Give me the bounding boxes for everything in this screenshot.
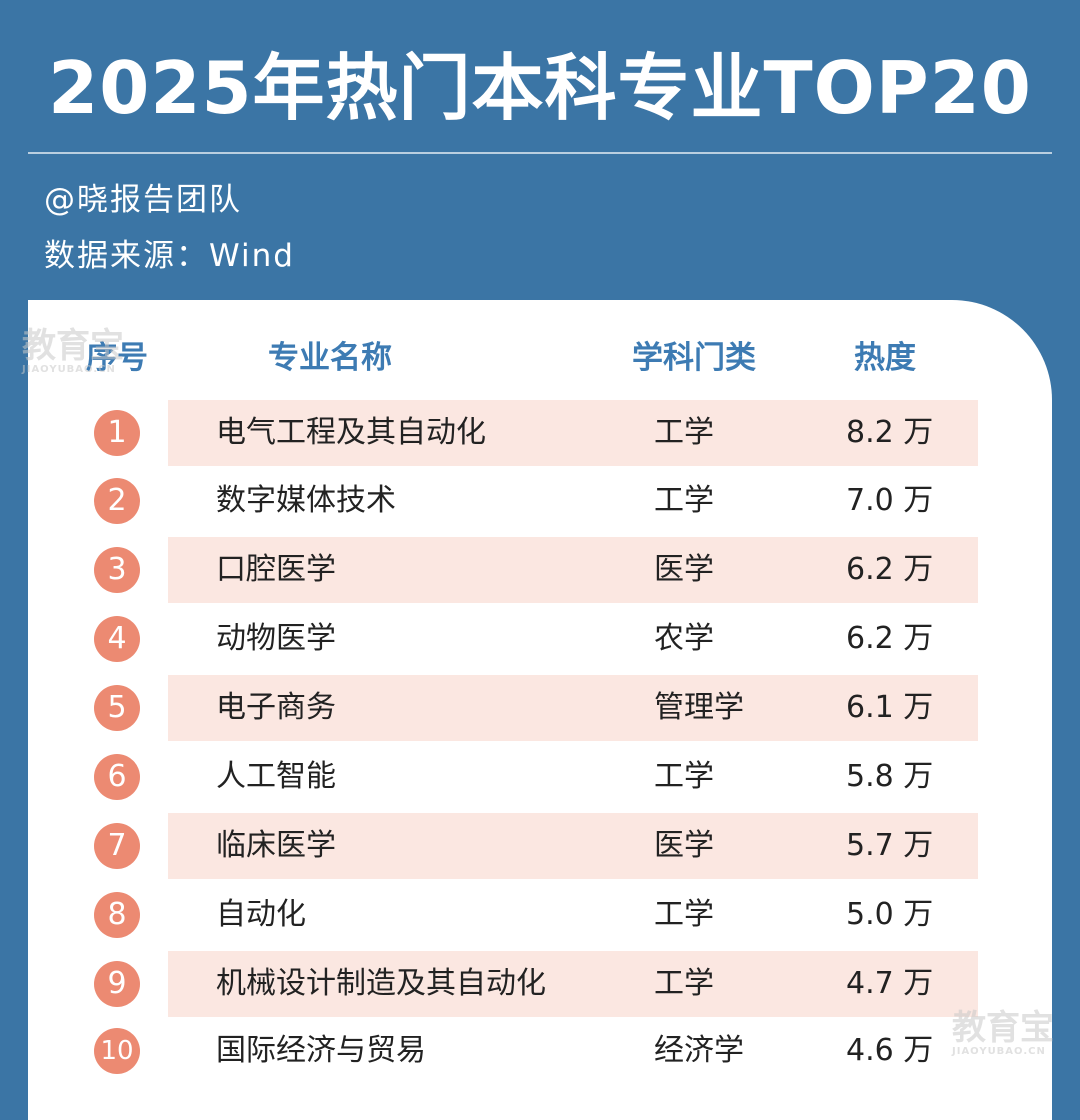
rank-badge: 4 — [94, 616, 140, 662]
rank-badge: 10 — [94, 1028, 140, 1074]
row-highlight — [168, 813, 978, 879]
row-highlight — [168, 675, 978, 741]
major-name: 口腔医学 — [216, 552, 336, 587]
table-row: 9 机械设计制造及其自动化 工学 4.7 万 — [0, 951, 1080, 1017]
heat-value: 4.6 万 — [846, 1033, 934, 1068]
discipline-category: 工学 — [654, 759, 714, 794]
major-name: 数字媒体技术 — [216, 483, 396, 518]
column-header-category: 学科门类 — [632, 340, 756, 376]
row-highlight — [168, 951, 978, 1017]
heat-value: 6.1 万 — [846, 690, 934, 725]
heat-value: 5.7 万 — [846, 828, 934, 863]
data-source: 数据来源：Wind — [44, 238, 295, 274]
major-name: 机械设计制造及其自动化 — [216, 966, 546, 1001]
table-row: 5 电子商务 管理学 6.1 万 — [0, 675, 1080, 741]
heat-value: 7.0 万 — [846, 483, 934, 518]
discipline-category: 医学 — [654, 552, 714, 587]
rank-badge: 6 — [94, 754, 140, 800]
major-name: 自动化 — [216, 897, 306, 932]
rank-badge: 9 — [94, 961, 140, 1007]
row-highlight — [168, 400, 978, 466]
page-title: 2025年热门本科专业TOP20 — [48, 46, 1032, 130]
rank-badge: 5 — [94, 685, 140, 731]
column-header-name: 专业名称 — [268, 340, 392, 376]
major-name: 电子商务 — [216, 690, 336, 725]
rank-badge: 7 — [94, 823, 140, 869]
row-highlight — [168, 537, 978, 603]
discipline-category: 工学 — [654, 897, 714, 932]
watermark-domain: JIAOYUBAO.CN — [22, 364, 116, 375]
watermark-bottom-right: 教育宝 JIAOYUBAO.CN — [952, 1010, 1054, 1058]
major-name: 电气工程及其自动化 — [216, 415, 486, 450]
discipline-category: 工学 — [654, 966, 714, 1001]
title-divider — [28, 152, 1052, 154]
discipline-category: 农学 — [654, 621, 714, 656]
rank-badge: 8 — [94, 892, 140, 938]
watermark-top-left: 教育宝 JIAOYUBAO.CN — [22, 328, 124, 376]
table-row: 7 临床医学 医学 5.7 万 — [0, 813, 1080, 879]
table-row: 2 数字媒体技术 工学 7.0 万 — [0, 468, 1080, 534]
major-name: 人工智能 — [216, 759, 336, 794]
column-header-heat: 热度 — [854, 340, 916, 376]
heat-value: 5.8 万 — [846, 759, 934, 794]
heat-value: 8.2 万 — [846, 415, 934, 450]
discipline-category: 工学 — [654, 415, 714, 450]
watermark-domain: JIAOYUBAO.CN — [952, 1046, 1046, 1057]
watermark-text: 教育宝 — [22, 326, 124, 366]
table-row: 3 口腔医学 医学 6.2 万 — [0, 537, 1080, 603]
heat-value: 5.0 万 — [846, 897, 934, 932]
discipline-category: 医学 — [654, 828, 714, 863]
table-row: 8 自动化 工学 5.0 万 — [0, 882, 1080, 948]
discipline-category: 工学 — [654, 483, 714, 518]
heat-value: 6.2 万 — [846, 552, 934, 587]
rank-badge: 1 — [94, 410, 140, 456]
discipline-category: 管理学 — [654, 690, 744, 725]
major-name: 国际经济与贸易 — [216, 1033, 426, 1068]
heat-value: 6.2 万 — [846, 621, 934, 656]
table-row: 6 人工智能 工学 5.8 万 — [0, 744, 1080, 810]
major-name: 临床医学 — [216, 828, 336, 863]
rank-badge: 3 — [94, 547, 140, 593]
heat-value: 4.7 万 — [846, 966, 934, 1001]
table-row: 1 电气工程及其自动化 工学 8.2 万 — [0, 400, 1080, 466]
table-row: 10 国际经济与贸易 经济学 4.6 万 — [0, 1018, 1080, 1084]
rank-badge: 2 — [94, 478, 140, 524]
column-header-rank: 序号 — [86, 340, 148, 376]
team-credit: @晓报告团队 — [44, 182, 242, 218]
table-row: 4 动物医学 农学 6.2 万 — [0, 606, 1080, 672]
discipline-category: 经济学 — [654, 1033, 744, 1068]
watermark-text: 教育宝 — [952, 1008, 1054, 1048]
major-name: 动物医学 — [216, 621, 336, 656]
